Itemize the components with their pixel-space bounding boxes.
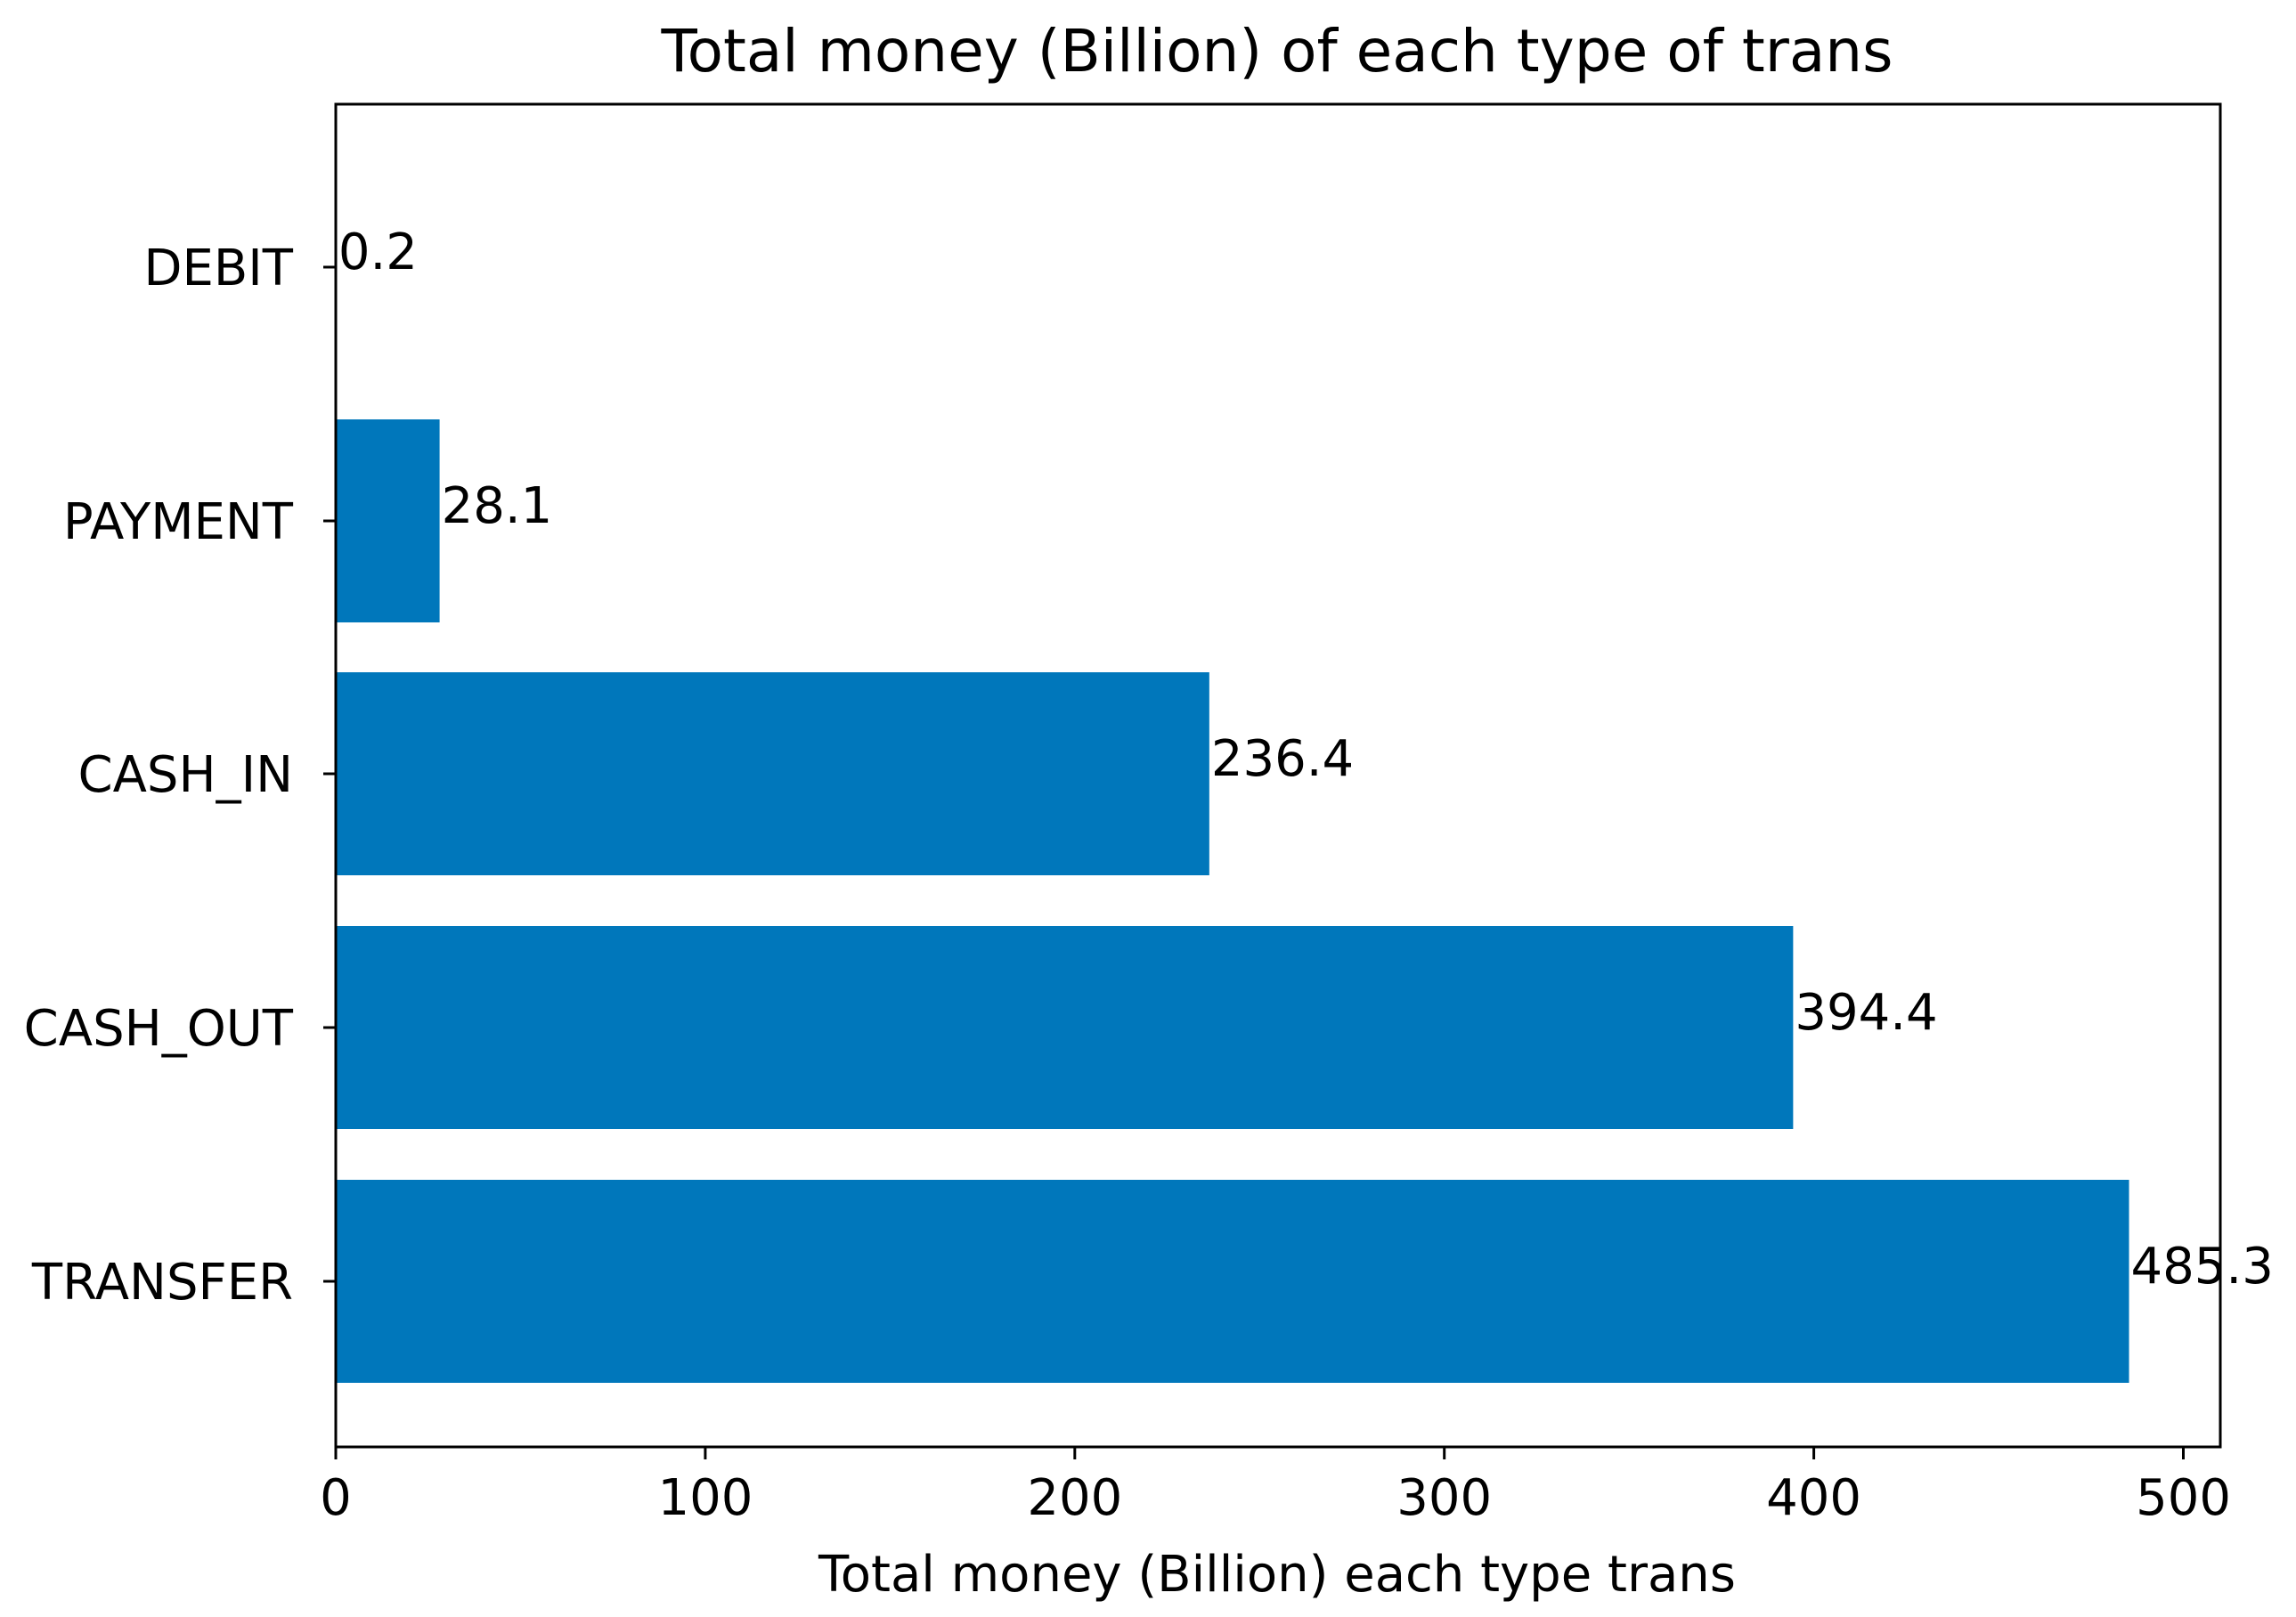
y-tick-label-cash-in: CASH_IN — [78, 746, 293, 804]
chart-title: Total money (Billion) of each type of tr… — [660, 17, 1893, 85]
x-tick-label-100: 100 — [657, 1469, 753, 1527]
y-tick-label-debit: DEBIT — [143, 240, 293, 297]
y-tick-label-cash-out: CASH_OUT — [24, 1000, 294, 1058]
plot-frame — [334, 102, 2222, 1449]
bar-cash-out — [336, 926, 1794, 1129]
data-label-cash-in: 236.4 — [1211, 730, 1354, 788]
y-tick-label-transfer: TRANSFER — [31, 1254, 293, 1312]
x-tick-label-200: 200 — [1027, 1469, 1122, 1527]
x-tick-label-0: 0 — [320, 1469, 352, 1527]
data-label-cash-out: 394.4 — [1795, 984, 1937, 1042]
bars-layer — [336, 166, 2129, 1383]
labels-layer: DEBIT 0.2 PAYMENT 28.1 CASH_IN 236.4 CASH_OUT 3… — [24, 223, 2274, 1527]
data-label-transfer: 485.3 — [2131, 1238, 2274, 1296]
x-tick-label-500: 500 — [2136, 1469, 2231, 1527]
data-label-payment: 28.1 — [442, 477, 553, 535]
data-label-debit: 0.2 — [338, 223, 418, 281]
bar-cash-in — [336, 672, 1209, 875]
x-tick-label-300: 300 — [1396, 1469, 1492, 1527]
bar-payment — [336, 419, 440, 622]
ticks-layer — [323, 265, 2186, 1459]
bar-transfer — [336, 1180, 2129, 1383]
x-tick-label-400: 400 — [1766, 1469, 1861, 1527]
y-tick-label-payment: PAYMENT — [63, 493, 294, 551]
x-axis-label: Total money (Billion) each type trans — [818, 1546, 1736, 1604]
